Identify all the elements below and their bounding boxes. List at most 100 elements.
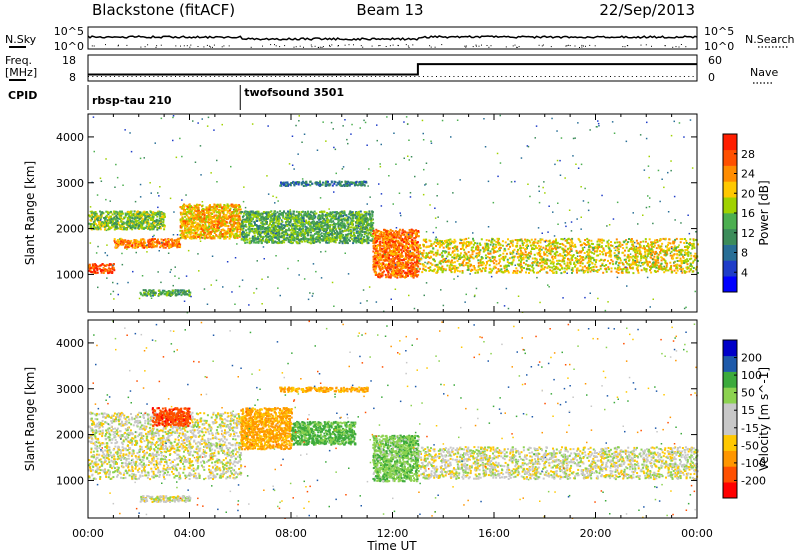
- power-cell: [315, 212, 318, 215]
- power-cell: [143, 293, 146, 296]
- power-cell: [104, 268, 107, 270]
- power-cell: [364, 219, 367, 221]
- nave-point: [301, 76, 303, 77]
- power-cell: [149, 291, 152, 294]
- power-cell: [211, 224, 214, 227]
- power-cell: [282, 226, 285, 229]
- power-cell: [372, 227, 375, 230]
- power-cell: [171, 292, 174, 295]
- power-cell: [239, 211, 241, 214]
- power-cell: [177, 237, 180, 240]
- power-cell: [272, 231, 275, 234]
- power-cell: [388, 230, 391, 233]
- power-cell: [156, 243, 159, 246]
- power-cell: [375, 228, 378, 231]
- power-cell: [186, 225, 189, 228]
- power-cell: [304, 214, 307, 217]
- cpid-segment-label: twofsound 3501: [244, 86, 344, 99]
- power-cell: [152, 219, 155, 222]
- power-cell: [300, 219, 303, 222]
- power-cell: [387, 273, 390, 276]
- power-cell: [242, 220, 245, 223]
- nave-label: Nave: [750, 66, 778, 79]
- power-cell: [350, 231, 353, 234]
- power-cell: [252, 225, 255, 228]
- power-cell: [388, 247, 391, 250]
- power-cell: [323, 232, 326, 235]
- power-cell: [284, 237, 287, 240]
- power-cell: [409, 252, 412, 255]
- power-cell: [150, 246, 153, 249]
- nave-point: [322, 76, 324, 77]
- power-cell: [105, 268, 108, 271]
- power-cell: [378, 230, 381, 233]
- power-cell: [139, 244, 142, 247]
- power-cell: [113, 212, 116, 215]
- power-cell: [350, 226, 353, 229]
- power-cell: [124, 240, 127, 243]
- power-cell: [251, 235, 254, 238]
- power-cell: [145, 290, 148, 293]
- power-cell: [355, 221, 357, 224]
- power-cell: [116, 243, 119, 246]
- power-cell: [223, 232, 226, 234]
- power-cell: [352, 211, 354, 214]
- power-cell: [356, 227, 359, 230]
- n-search-point: [93, 45, 95, 47]
- power-cell: [255, 238, 257, 241]
- power-cell: [255, 213, 258, 216]
- nave-point: [396, 76, 398, 77]
- power-cell: [367, 232, 370, 235]
- power-cell: [411, 259, 414, 261]
- power-cell: [207, 231, 210, 234]
- power-cell: [289, 218, 292, 221]
- power-cell: [287, 184, 290, 187]
- power-cell: [146, 294, 148, 297]
- power-cell: [288, 236, 291, 239]
- power-cell: [113, 216, 116, 219]
- power-cell: [158, 220, 161, 222]
- power-cell: [274, 224, 277, 227]
- power-cell: [343, 213, 346, 216]
- n-search-point: [624, 46, 626, 48]
- power-cell: [352, 242, 355, 245]
- power-cell: [186, 290, 189, 293]
- power-cell: [242, 231, 245, 234]
- nave-point: [336, 76, 337, 77]
- power-cell: [348, 213, 351, 216]
- power-cell: [383, 231, 385, 234]
- power-cell: [98, 223, 100, 226]
- power-cell: [123, 217, 126, 220]
- nave-point: [683, 76, 685, 77]
- power-cell: [365, 217, 368, 220]
- power-cell: [112, 222, 115, 225]
- power-cell: [359, 240, 362, 243]
- power-cell: [215, 227, 218, 230]
- power-cell: [89, 215, 91, 218]
- power-cell: [208, 222, 210, 225]
- power-cell: [412, 262, 415, 265]
- power-cell: [180, 225, 183, 228]
- noise-traces: [87, 35, 698, 48]
- nave-point: [253, 76, 255, 77]
- nave-point: [262, 76, 263, 77]
- power-cell: [157, 294, 160, 297]
- n-search-point: [538, 44, 540, 46]
- power-cell: [312, 215, 315, 218]
- power-cell: [329, 218, 332, 221]
- power-cell: [366, 224, 369, 227]
- power-cell: [132, 224, 135, 227]
- power-cell: [235, 208, 238, 211]
- power-cell: [309, 180, 312, 183]
- power-cell: [290, 242, 293, 245]
- power-cell: [115, 210, 118, 213]
- power-cell: [310, 214, 313, 217]
- power-cell: [292, 180, 295, 183]
- power-cell: [306, 241, 309, 244]
- power-cell: [185, 224, 188, 227]
- power-cell: [189, 212, 192, 215]
- power-cell: [197, 209, 200, 212]
- power-cell: [348, 181, 351, 184]
- power-cell: [326, 223, 329, 226]
- power-cell: [371, 218, 374, 221]
